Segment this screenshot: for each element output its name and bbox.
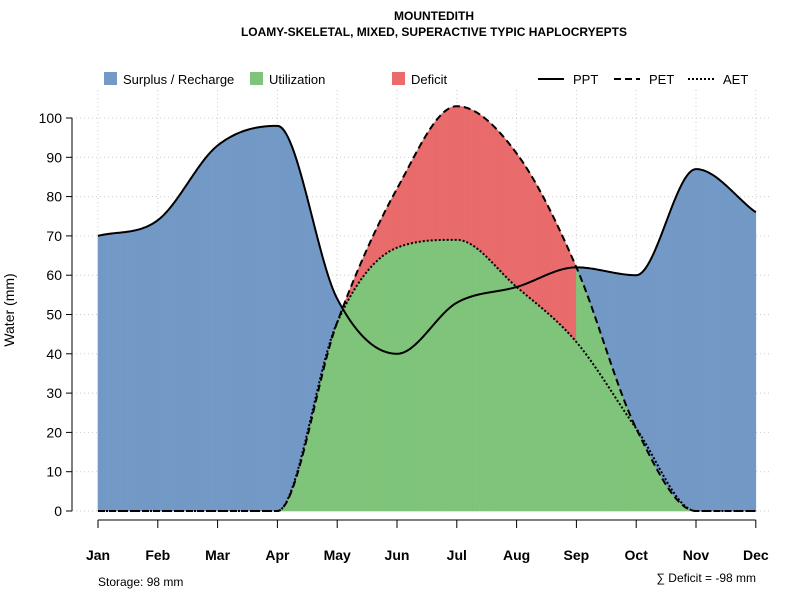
x-tick-label-aug: Aug	[503, 547, 530, 563]
chart-title: MOUNTEDITH	[394, 9, 474, 23]
y-axis-label: Water (mm)	[1, 273, 17, 346]
y-tick-label: 90	[46, 149, 62, 165]
y-tick-label: 40	[46, 346, 62, 362]
x-tick-label-sep: Sep	[564, 547, 590, 563]
legend-label-1: Utilization	[269, 72, 325, 87]
y-tick-label: 0	[54, 503, 62, 519]
fill-regions	[97, 105, 757, 512]
x-tick-label-jun: Jun	[385, 547, 410, 563]
series-line-aet	[98, 238, 756, 512]
legend-swatch-1	[250, 72, 263, 85]
x-tick-label-nov: Nov	[683, 547, 710, 563]
x-tick-label-feb: Feb	[145, 547, 170, 563]
storage-annotation: Storage: 98 mm	[98, 575, 183, 589]
series-line-ppt	[97, 124, 757, 355]
series-line-pet	[98, 105, 756, 512]
legend-swatch-2	[392, 72, 405, 85]
legend-label-aet: AET	[723, 72, 748, 87]
y-tick-label: 70	[46, 228, 62, 244]
legend: Surplus / Recharge Utilization Deficit PPT P…	[104, 72, 748, 87]
x-tick-label-apr: Apr	[265, 547, 290, 563]
x-tick-label-mar: Mar	[205, 547, 230, 563]
plot-area: 0 10 20 30 40 50 60 70 80 90 100 Jan Feb Mar Apr May Jun…	[39, 90, 772, 563]
series-lines	[97, 105, 757, 512]
legend-label-ppt: PPT	[573, 72, 598, 87]
y-tick-label: 80	[46, 189, 62, 205]
y-tick-label: 30	[46, 385, 62, 401]
legend-label-0: Surplus / Recharge	[123, 72, 234, 87]
x-tick-label-oct: Oct	[625, 547, 649, 563]
y-tick-label: 20	[46, 424, 62, 440]
legend-label-2: Deficit	[411, 72, 448, 87]
y-tick-label: 50	[46, 307, 62, 323]
x-tick-label-jan: Jan	[86, 547, 110, 563]
deficit-annotation: ∑ Deficit = -98 mm	[656, 571, 756, 585]
x-tick-label-dec: Dec	[743, 547, 769, 563]
chart-subtitle: LOAMY-SKELETAL, MIXED, SUPERACTIVE TYPIC…	[241, 25, 627, 39]
legend-swatch-0	[104, 72, 117, 85]
y-tick-label: 60	[46, 267, 62, 283]
legend-label-pet: PET	[649, 72, 674, 87]
y-tick-label: 10	[46, 464, 62, 480]
y-tick-label: 100	[39, 110, 63, 126]
surplus-recharge-area	[754, 210, 757, 512]
x-tick-label-may: May	[324, 547, 351, 563]
x-tick-label-jul: Jul	[447, 547, 467, 563]
